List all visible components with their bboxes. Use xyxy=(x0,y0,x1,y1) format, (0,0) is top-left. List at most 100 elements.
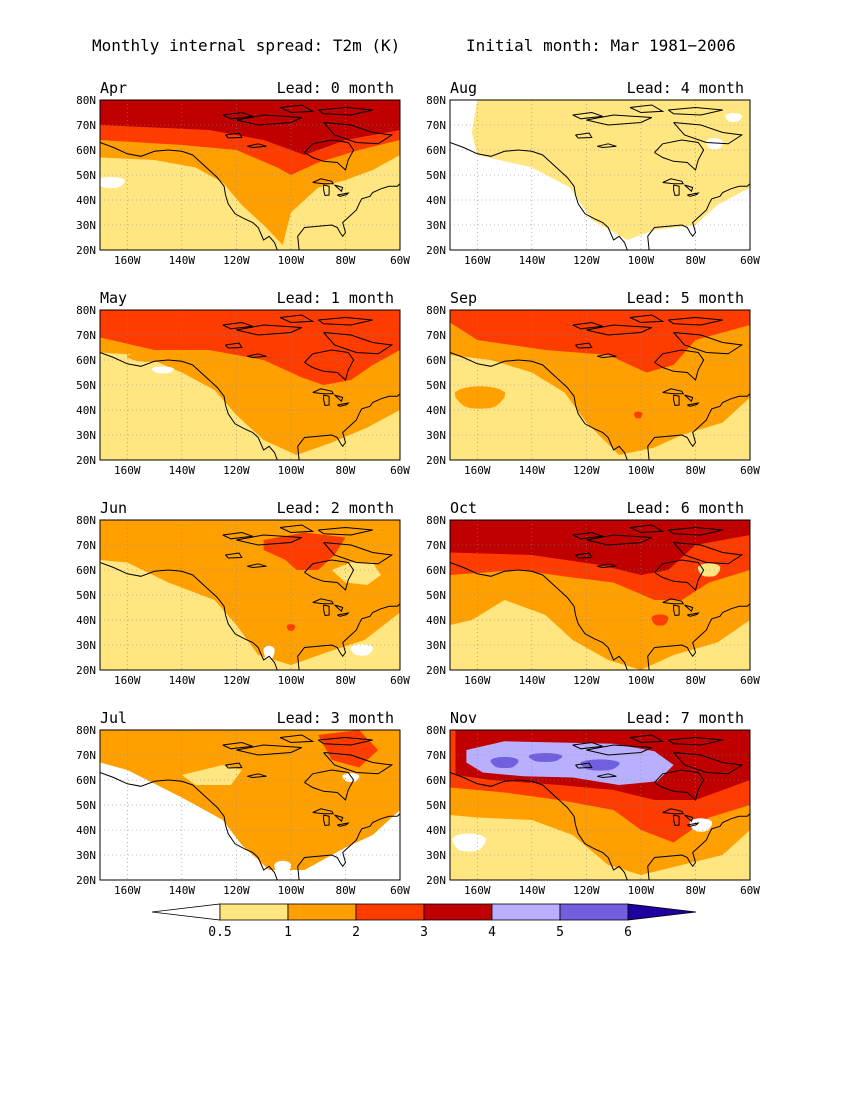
contour-region xyxy=(100,730,400,870)
coastline-lake xyxy=(337,612,350,617)
coastline xyxy=(450,104,750,250)
panel-frame xyxy=(99,519,401,671)
lat-tick-label: 30N xyxy=(76,219,96,232)
coastline xyxy=(100,524,400,670)
coastline-lake xyxy=(334,814,344,823)
panel-lead: Lead: 7 month xyxy=(627,709,744,727)
coastline-lake xyxy=(312,388,335,395)
coastline-hudson-bay xyxy=(304,769,355,801)
lat-tick-label: 40N xyxy=(76,404,96,417)
lon-tick-label: 120W xyxy=(223,254,250,267)
colorbar-label: 6 xyxy=(624,925,632,940)
coastline-island xyxy=(586,744,653,756)
lat-tick-label: 70N xyxy=(426,119,446,132)
lat-tick-label: 50N xyxy=(426,589,446,602)
lon-tick-label: 140W xyxy=(519,464,546,477)
colorbar-swatch xyxy=(287,903,357,921)
coastline-lake xyxy=(684,814,694,823)
lat-tick-label: 80N xyxy=(76,724,96,737)
coastline-island xyxy=(222,321,253,330)
coastline-lake xyxy=(597,773,617,779)
panel-lead: Lead: 4 month xyxy=(627,79,744,97)
lat-tick-label: 40N xyxy=(76,614,96,627)
contour-region xyxy=(697,563,721,577)
lon-tick-label: 80W xyxy=(336,884,356,897)
coastline-lake xyxy=(334,394,344,403)
lat-tick-label: 60N xyxy=(76,564,96,577)
lat-tick-label: 40N xyxy=(76,824,96,837)
lat-tick-label: 50N xyxy=(76,169,96,182)
coastline-lake xyxy=(225,552,243,559)
contour-region xyxy=(454,386,506,409)
colorbar-label: 2 xyxy=(352,925,360,940)
lon-tick-label: 100W xyxy=(278,254,305,267)
figure-period: Initial month: Mar 1981−2006 xyxy=(466,36,736,55)
lat-tick-label: 40N xyxy=(426,194,446,207)
map-panel: Jul Lead: 3 month 80N 70N 60N 50N 40N 30N 20N 160… xyxy=(76,709,410,897)
contour-region xyxy=(263,532,346,570)
coastline-hudson-bay xyxy=(304,349,355,381)
coastline-lake xyxy=(323,184,330,197)
panel-frame xyxy=(99,729,401,881)
contour-region xyxy=(634,411,643,419)
contour-region xyxy=(286,624,296,631)
coastline-island xyxy=(673,122,744,145)
coastline-lake xyxy=(337,822,350,827)
lat-tick-label: 80N xyxy=(426,514,446,527)
lat-tick-label: 80N xyxy=(426,304,446,317)
colorbar-label: 0.5 xyxy=(208,925,231,940)
coastline-lake xyxy=(247,563,267,569)
colorbar-arrow-high xyxy=(627,903,697,921)
panel-frame xyxy=(449,729,751,881)
lon-tick-label: 160W xyxy=(464,674,491,687)
shading-layer xyxy=(450,310,750,460)
panel-lead: Lead: 6 month xyxy=(627,499,744,517)
lat-tick-label: 80N xyxy=(426,724,446,737)
lon-tick-label: 100W xyxy=(628,884,655,897)
coastline-lake xyxy=(323,394,330,407)
coastline-island xyxy=(572,111,603,120)
coastline-island xyxy=(667,106,723,116)
lon-tick-label: 80W xyxy=(336,674,356,687)
map-panel: Sep Lead: 5 month 80N 70N 60N 50N 40N 30N 20N 160… xyxy=(426,289,760,477)
shading-layer xyxy=(450,730,750,880)
coastline-lake xyxy=(247,143,267,149)
panel-frame xyxy=(449,519,751,671)
lat-tick-label: 70N xyxy=(76,539,96,552)
lat-tick-label: 70N xyxy=(76,119,96,132)
lon-tick-label: 60W xyxy=(390,884,410,897)
coastline-lake xyxy=(673,814,680,827)
coastline-hudson-bay xyxy=(654,139,705,171)
lat-tick-label: 70N xyxy=(76,329,96,342)
lon-tick-label: 80W xyxy=(686,464,706,477)
lon-tick-label: 100W xyxy=(628,674,655,687)
coastline-island xyxy=(323,542,394,565)
coastline-lake xyxy=(687,822,700,827)
coastline-hudson-bay xyxy=(304,139,355,171)
map-panel: May Lead: 1 month 80N 70N 60N 50N 40N 30N 20N 160… xyxy=(76,289,410,477)
map-panel: Jun Lead: 2 month 80N 70N 60N 50N 40N 30N 20N 160… xyxy=(76,499,410,687)
lat-tick-label: 80N xyxy=(76,304,96,317)
coastline-lake xyxy=(337,402,350,407)
coastline-lake xyxy=(575,552,593,559)
coastline xyxy=(450,314,750,460)
lon-tick-label: 120W xyxy=(573,674,600,687)
lat-tick-label: 30N xyxy=(426,639,446,652)
lat-tick-label: 50N xyxy=(426,799,446,812)
lat-tick-label: 30N xyxy=(426,219,446,232)
panel-frame xyxy=(449,99,751,251)
lon-tick-label: 120W xyxy=(223,884,250,897)
coastline-island xyxy=(323,332,394,355)
lon-tick-label: 80W xyxy=(686,674,706,687)
lat-tick-label: 50N xyxy=(76,379,96,392)
coastline-island xyxy=(317,316,373,326)
shading-layer xyxy=(100,520,400,670)
lon-tick-label: 60W xyxy=(390,674,410,687)
coastline-island xyxy=(222,741,253,750)
panel-month: Apr xyxy=(100,79,127,97)
coastline-island xyxy=(673,332,744,355)
contour-region xyxy=(490,756,519,769)
coastline-island xyxy=(279,314,315,324)
lon-tick-label: 120W xyxy=(223,674,250,687)
coastline-lake xyxy=(684,184,694,193)
